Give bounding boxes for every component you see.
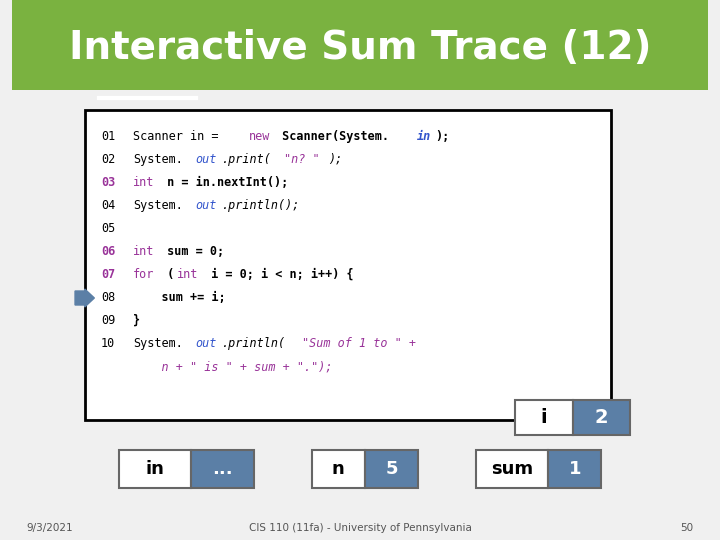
FancyBboxPatch shape — [12, 0, 708, 90]
Text: );: ); — [328, 153, 343, 166]
Text: sum: sum — [491, 460, 534, 478]
FancyBboxPatch shape — [365, 450, 418, 488]
Text: in: in — [145, 460, 164, 478]
Text: 09: 09 — [101, 314, 115, 327]
Text: System.: System. — [133, 199, 183, 212]
Text: );: ); — [435, 130, 449, 143]
Text: 2: 2 — [595, 408, 608, 427]
Text: new: new — [248, 130, 270, 143]
FancyBboxPatch shape — [119, 450, 191, 488]
FancyBboxPatch shape — [476, 450, 549, 488]
Text: 02: 02 — [101, 153, 115, 166]
Text: .println(: .println( — [222, 337, 286, 350]
Text: n = in.nextInt();: n = in.nextInt(); — [160, 176, 288, 189]
Text: int: int — [177, 268, 199, 281]
FancyArrow shape — [75, 289, 94, 307]
Text: 01: 01 — [101, 130, 115, 143]
Text: .println();: .println(); — [222, 199, 300, 212]
Text: 03: 03 — [101, 176, 115, 189]
FancyBboxPatch shape — [549, 450, 601, 488]
Text: 08: 08 — [101, 291, 115, 304]
Text: (: ( — [160, 268, 174, 281]
Text: Scanner(System.: Scanner(System. — [275, 130, 389, 143]
Text: int: int — [133, 245, 154, 258]
Text: 05: 05 — [101, 222, 115, 235]
Text: "n? ": "n? " — [284, 153, 320, 166]
Text: n + " is " + sum + ".");: n + " is " + sum + "."); — [133, 360, 333, 373]
Text: int: int — [133, 176, 154, 189]
Text: 1: 1 — [569, 460, 581, 478]
Text: System.: System. — [133, 337, 183, 350]
Text: Interactive Sum Trace (12): Interactive Sum Trace (12) — [68, 29, 652, 67]
Text: 9/3/2021: 9/3/2021 — [27, 523, 73, 533]
Text: i = 0; i < n; i++) {: i = 0; i < n; i++) { — [204, 268, 354, 281]
Text: }: } — [133, 314, 140, 327]
Text: System.: System. — [133, 153, 183, 166]
Text: n: n — [332, 460, 345, 478]
Text: Scanner in =: Scanner in = — [133, 130, 225, 143]
Text: out: out — [195, 199, 217, 212]
FancyBboxPatch shape — [312, 450, 365, 488]
Text: 10: 10 — [101, 337, 115, 350]
Text: 04: 04 — [101, 199, 115, 212]
Text: CIS 110 (11fa) - University of Pennsylvania: CIS 110 (11fa) - University of Pennsylva… — [248, 523, 472, 533]
Text: "Sum of 1 to " +: "Sum of 1 to " + — [302, 337, 415, 350]
Text: sum = 0;: sum = 0; — [160, 245, 224, 258]
FancyBboxPatch shape — [191, 450, 253, 488]
FancyBboxPatch shape — [85, 110, 611, 420]
Text: for: for — [133, 268, 154, 281]
FancyBboxPatch shape — [572, 400, 631, 435]
Text: 07: 07 — [101, 268, 115, 281]
FancyBboxPatch shape — [515, 400, 572, 435]
Text: out: out — [195, 153, 217, 166]
Text: in: in — [417, 130, 431, 143]
Text: ...: ... — [212, 460, 233, 478]
Text: out: out — [195, 337, 217, 350]
Text: i: i — [540, 408, 547, 427]
Text: 06: 06 — [101, 245, 115, 258]
Text: 50: 50 — [680, 523, 693, 533]
Text: 5: 5 — [385, 460, 397, 478]
Text: .print(: .print( — [222, 153, 271, 166]
Text: sum += i;: sum += i; — [133, 291, 225, 304]
